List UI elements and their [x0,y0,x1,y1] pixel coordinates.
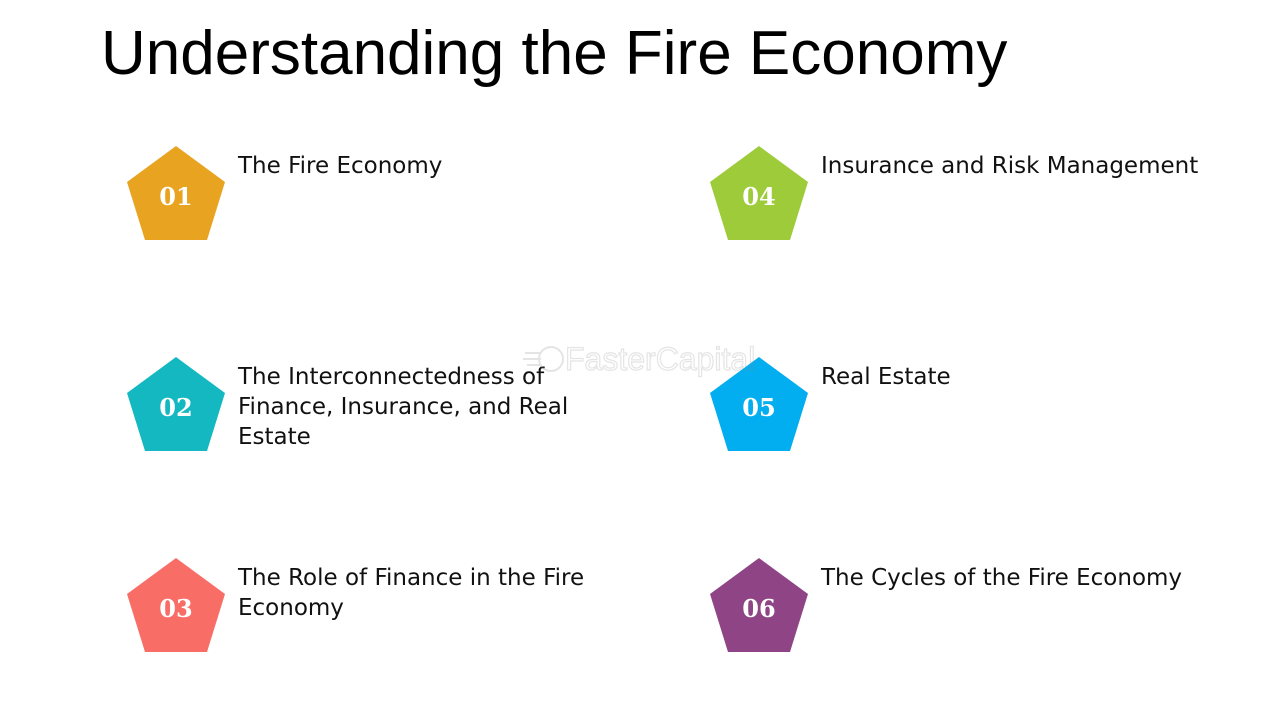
page-title: Understanding the Fire Economy [101,19,1008,88]
item-04: 04 Insurance and Risk Management [710,146,1270,266]
item-06: 06 The Cycles of the Fire Economy [710,558,1270,678]
item-label-02: The Interconnectedness of Finance, Insur… [238,364,569,450]
item-number-04: 04 [742,182,775,211]
speed-lines-icon [523,346,564,372]
item-01: 01 The Fire Economy [127,146,687,266]
item-number-01: 01 [159,182,192,211]
pentagon-badge-05: 05 [710,357,808,451]
item-label-04: Insurance and Risk Management [821,153,1199,179]
item-label-03: The Role of Finance in the Fire Economy [238,565,585,621]
pentagon-badge-01: 01 [127,146,225,240]
pentagon-badge-02: 02 [127,357,225,451]
item-number-02: 02 [159,393,192,422]
watermark-logo: FasterCapital [523,340,756,378]
item-label-01: The Fire Economy [238,153,443,179]
item-05: 05 Real Estate [710,357,1270,477]
item-03: 03 The Role of Finance in the Fire Econo… [127,558,687,678]
item-02: 02 The Interconnectedness of Finance, In… [127,357,687,477]
item-number-05: 05 [742,393,775,422]
pentagon-badge-03: 03 [127,558,225,652]
pentagon-badge-06: 06 [710,558,808,652]
item-number-03: 03 [159,594,192,623]
pentagon-badge-04: 04 [710,146,808,240]
watermark-text: FasterCapital [565,341,755,377]
item-label-06: The Cycles of the Fire Economy [821,565,1183,591]
item-label-05: Real Estate [821,364,951,390]
item-number-06: 06 [742,594,775,623]
